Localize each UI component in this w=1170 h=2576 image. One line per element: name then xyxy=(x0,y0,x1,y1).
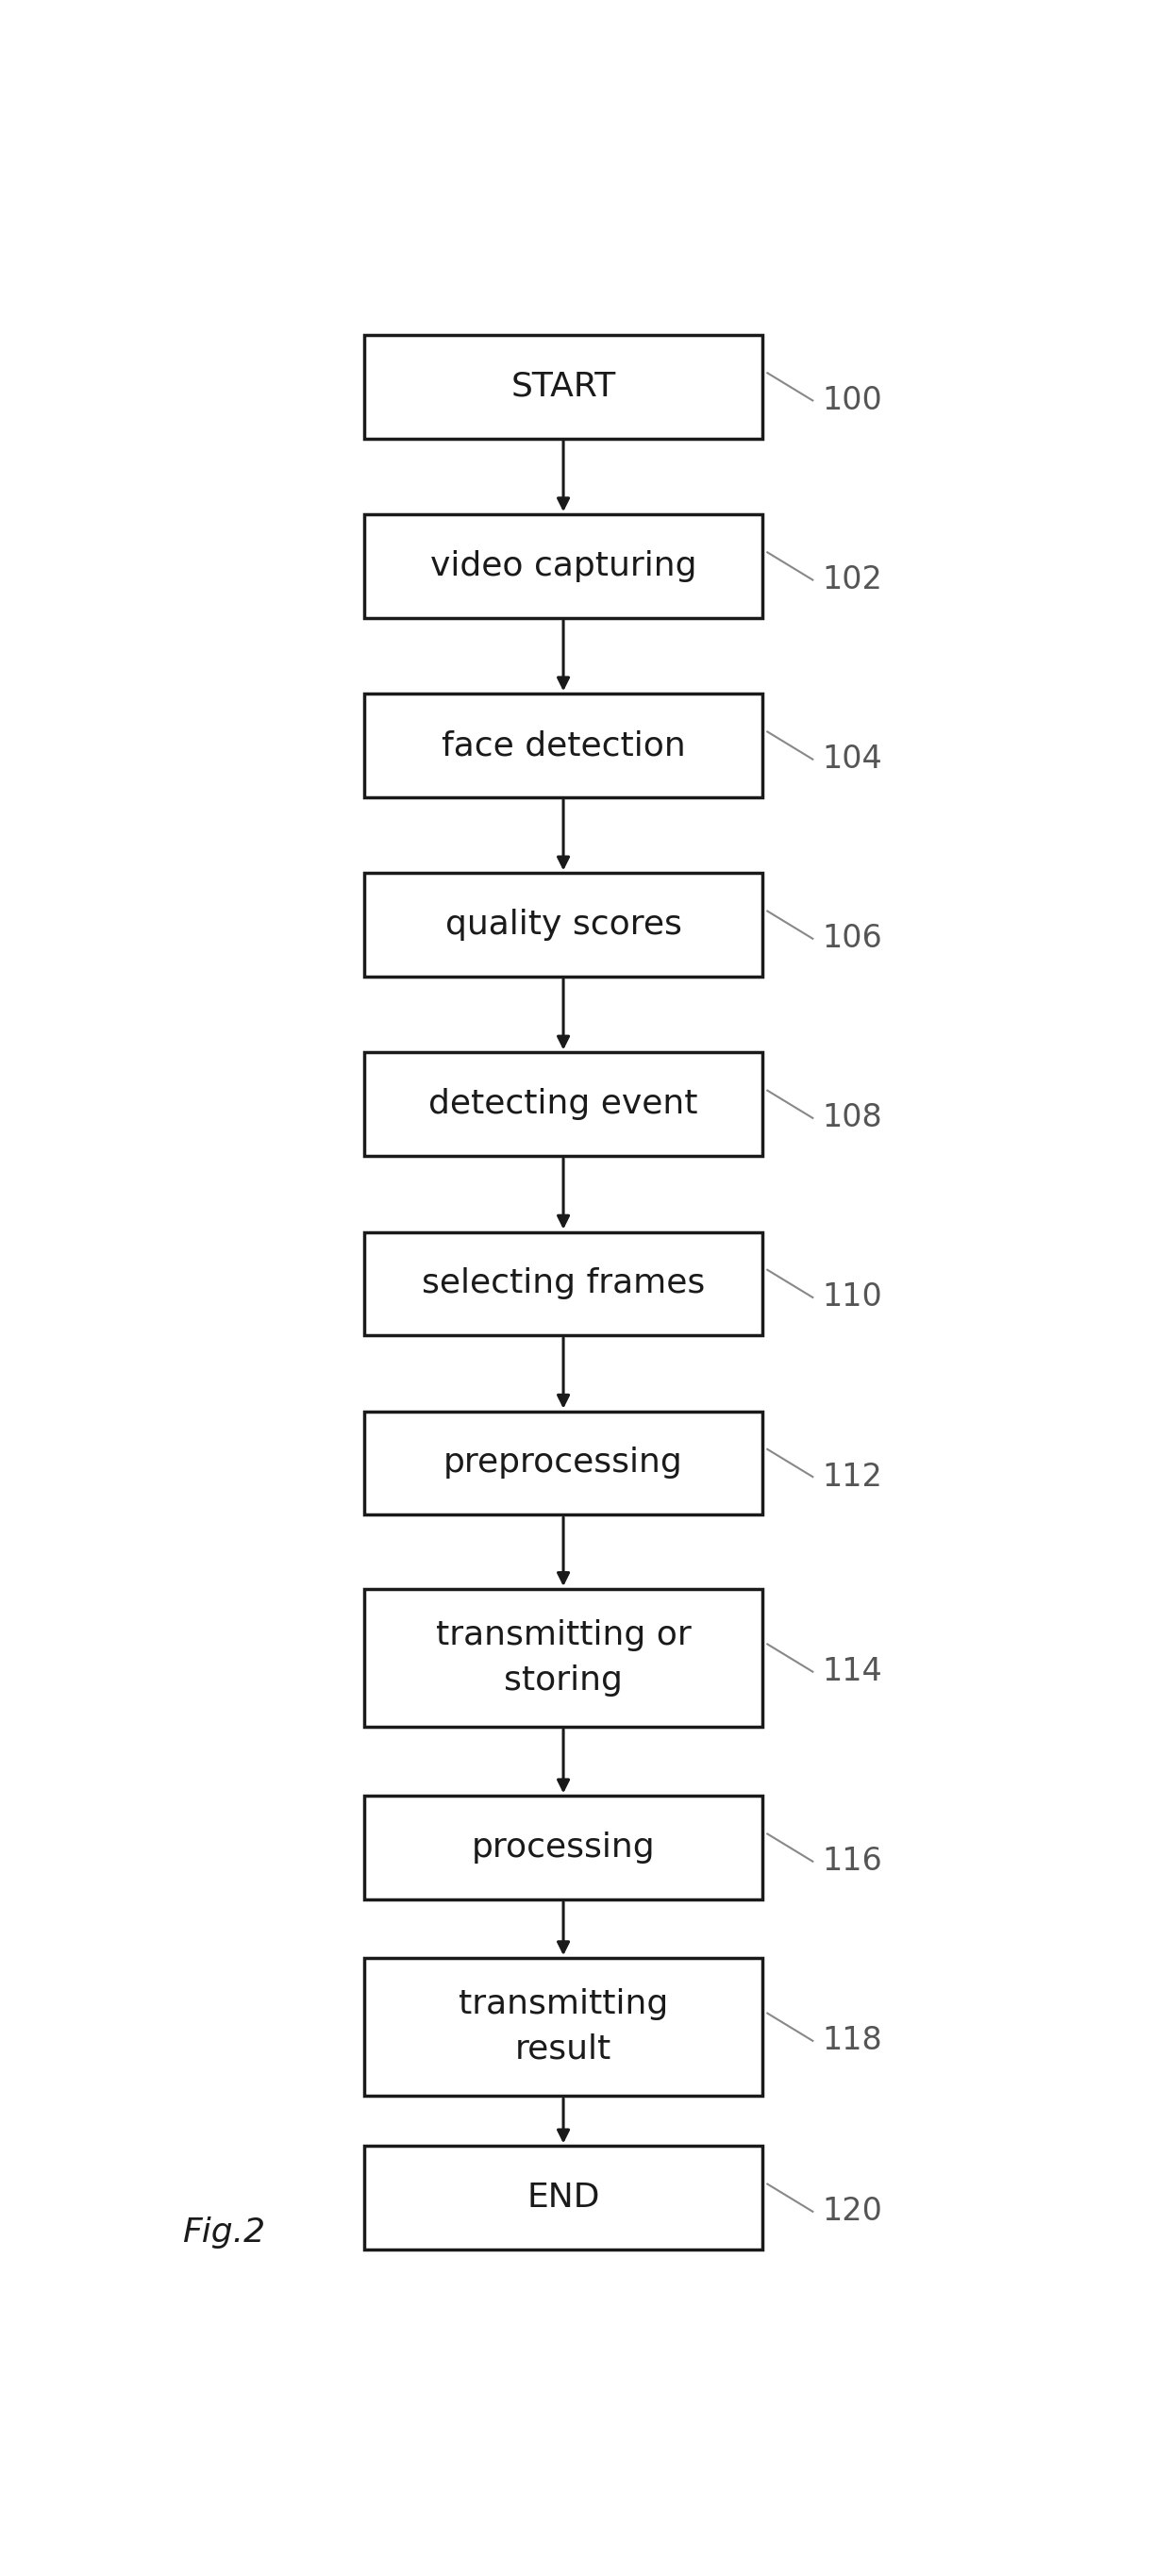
Text: 112: 112 xyxy=(821,1461,882,1492)
Text: 106: 106 xyxy=(821,922,882,953)
Text: 110: 110 xyxy=(821,1283,882,1314)
Bar xyxy=(364,515,763,618)
Bar xyxy=(364,1795,763,1899)
Bar xyxy=(364,2146,763,2249)
Text: preprocessing: preprocessing xyxy=(443,1448,683,1479)
Bar xyxy=(364,1958,763,2097)
Text: 116: 116 xyxy=(821,1847,882,1878)
Text: transmitting or
storing: transmitting or storing xyxy=(435,1620,691,1698)
Bar xyxy=(364,1412,763,1515)
Text: 118: 118 xyxy=(821,2025,882,2056)
Text: face detection: face detection xyxy=(441,729,686,762)
Bar xyxy=(364,693,763,796)
Bar xyxy=(364,873,763,976)
Text: END: END xyxy=(526,2182,600,2213)
Bar xyxy=(364,1054,763,1157)
Bar xyxy=(364,1589,763,1726)
Text: 104: 104 xyxy=(821,744,882,775)
Text: 108: 108 xyxy=(821,1103,882,1133)
Bar xyxy=(364,335,763,438)
Bar xyxy=(364,1231,763,1334)
Text: START: START xyxy=(511,371,615,402)
Text: 100: 100 xyxy=(821,384,882,417)
Text: transmitting
result: transmitting result xyxy=(459,1989,668,2066)
Text: processing: processing xyxy=(472,1832,655,1862)
Text: detecting event: detecting event xyxy=(428,1087,698,1121)
Text: 114: 114 xyxy=(821,1656,882,1687)
Text: selecting frames: selecting frames xyxy=(421,1267,706,1301)
Text: 102: 102 xyxy=(821,564,882,595)
Text: 120: 120 xyxy=(821,2195,882,2228)
Text: video capturing: video capturing xyxy=(431,551,696,582)
Text: Fig.2: Fig.2 xyxy=(183,2215,266,2249)
Text: quality scores: quality scores xyxy=(445,909,682,940)
